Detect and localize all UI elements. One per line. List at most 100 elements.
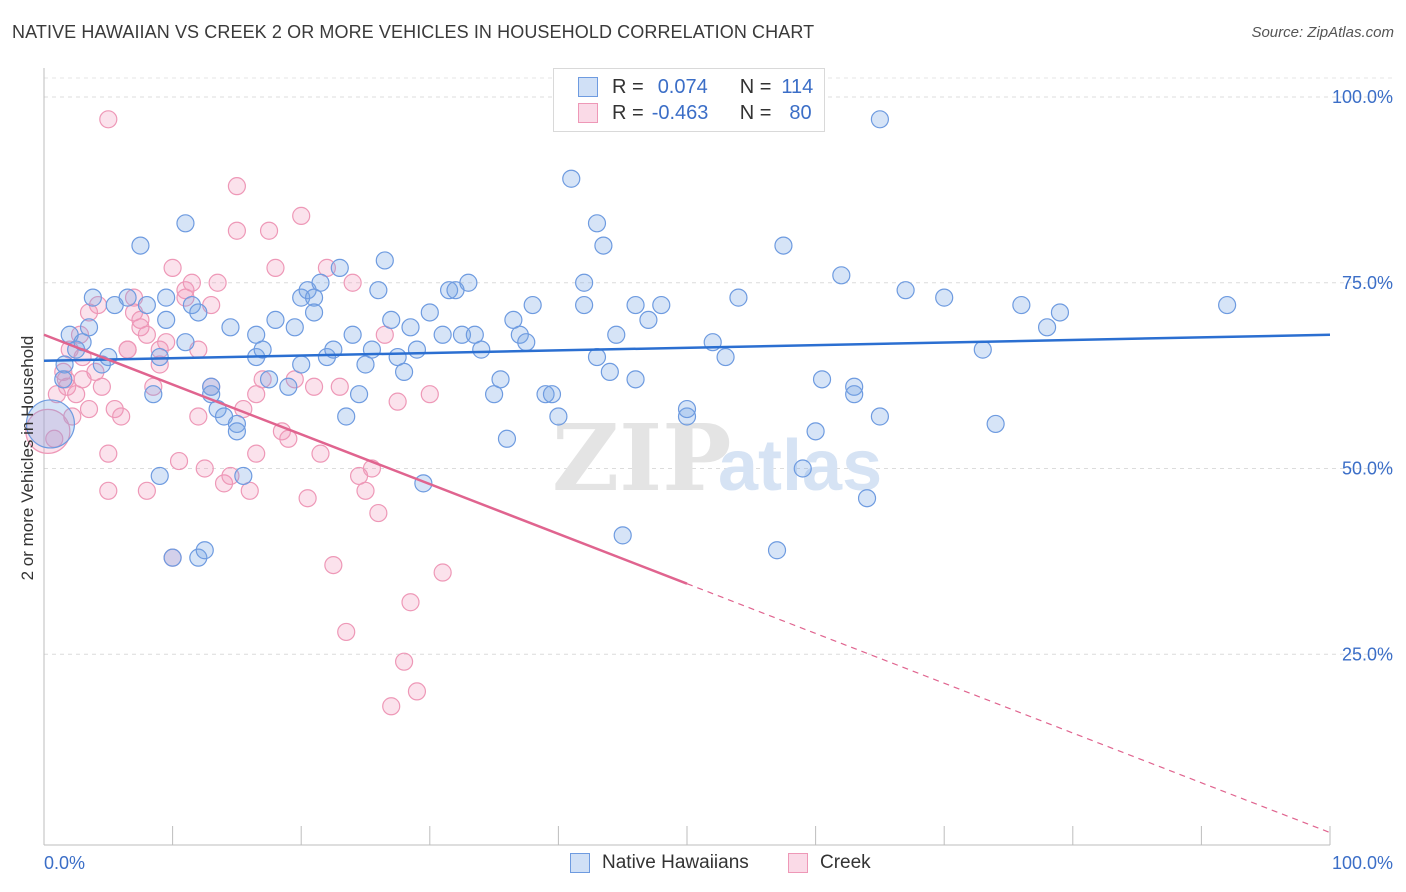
- native-hawaiian-point: [812, 370, 832, 389]
- creek-point: [131, 318, 150, 337]
- native-hawaiian-point: [131, 236, 150, 255]
- native-hawaiian-point: [150, 347, 169, 367]
- creek-point: [189, 407, 208, 426]
- native-hawaiian-point: [176, 214, 195, 233]
- native-hawaiian-point: [607, 325, 626, 344]
- legend-swatch-pink: [578, 103, 598, 123]
- creek-point: [356, 481, 375, 500]
- native-hawaiian-point: [626, 370, 645, 389]
- series-label: Creek: [820, 852, 871, 873]
- creek-point: [118, 340, 137, 359]
- native-hawaiian-point: [234, 466, 253, 486]
- creek-point: [420, 385, 439, 404]
- native-hawaiian-point: [407, 340, 427, 359]
- creek-point: [292, 206, 311, 225]
- native-hawaiian-point: [845, 377, 864, 396]
- series-label: Native Hawaiians: [602, 852, 749, 873]
- native-hawaiian-point: [304, 303, 324, 322]
- creek-trendline-extension: [686, 583, 1331, 834]
- native-hawaiian-point: [362, 340, 382, 359]
- creek-point: [337, 622, 356, 642]
- native-hawaiian-point: [870, 110, 890, 129]
- native-hawaiian-point: [729, 288, 748, 307]
- native-hawaiian-point: [639, 310, 658, 329]
- creek-point: [208, 273, 227, 292]
- native-hawaiian-point: [857, 489, 877, 508]
- native-hawaiian-point: [1218, 295, 1237, 315]
- native-hawaiian-point: [157, 310, 176, 329]
- native-hawaiians-trendline: [43, 333, 1331, 363]
- legend-swatch-blue: [578, 77, 598, 97]
- native-hawaiian-point: [575, 295, 594, 315]
- native-hawaiian-point: [452, 325, 472, 344]
- creek-point: [99, 481, 118, 500]
- y-tick-label: 50.0%: [1342, 459, 1393, 479]
- series-legend: Native Hawaiians Creek: [0, 852, 1406, 876]
- correlation-legend: R = 0.074 N = 114 R = -0.463 N = 80: [553, 68, 825, 132]
- native-hawaiian-point: [594, 236, 613, 255]
- watermark-zip: ZIP: [552, 404, 731, 512]
- native-hawaiian-point: [330, 258, 349, 277]
- native-hawaiian-point: [677, 399, 697, 419]
- native-hawaiian-point: [497, 429, 517, 448]
- native-hawaiian-point: [677, 407, 697, 426]
- native-hawaiian-point: [774, 236, 793, 255]
- creek-point: [99, 110, 118, 129]
- native-hawaiian-point: [137, 295, 156, 315]
- native-hawaiian-point: [83, 288, 102, 307]
- creek-point: [79, 303, 99, 322]
- legend-n-value: 114: [781, 75, 814, 98]
- native-hawaiian-point: [292, 355, 311, 374]
- native-hawaiian-point: [176, 333, 195, 352]
- legend-n-label: N =: [739, 101, 772, 124]
- native-hawaiian-point: [549, 407, 568, 426]
- legend-row-creek: R = -0.463 N = 80: [578, 101, 812, 125]
- native-hawaiian-point: [523, 295, 542, 315]
- native-hawaiian-point: [221, 318, 240, 337]
- native-hawaiian-point: [472, 340, 491, 359]
- native-hawaiian-point: [343, 325, 362, 344]
- creek-point: [105, 399, 124, 419]
- source-label: Source: ZipAtlas.com: [1251, 24, 1394, 41]
- creek-point: [79, 399, 99, 419]
- series-legend-creek: Creek: [788, 852, 871, 874]
- native-hawaiian-point: [118, 288, 137, 307]
- native-hawaiian-point: [806, 422, 825, 441]
- native-hawaiian-point: [536, 385, 555, 404]
- creek-point: [137, 481, 156, 500]
- legend-r-label: R =: [612, 101, 644, 124]
- native-hawaiian-point: [227, 414, 246, 434]
- native-hawaiian-point: [163, 548, 182, 567]
- legend-row-native-hawaiians: R = 0.074 N = 114: [578, 75, 813, 99]
- native-hawaiian-point: [510, 325, 529, 344]
- native-hawaiian-point: [157, 288, 176, 307]
- x-tick-label: 0.0%: [44, 853, 85, 873]
- series-swatch-blue: [570, 853, 590, 873]
- native-hawaiian-point: [420, 303, 439, 322]
- creek-point: [247, 444, 266, 463]
- creek-point: [99, 444, 118, 463]
- creek-point: [407, 682, 427, 701]
- series-legend-native-hawaiians: Native Hawaiians: [570, 852, 749, 874]
- native-hawaiian-point: [144, 385, 163, 404]
- native-hawaiian-point: [896, 281, 915, 300]
- creek-point: [182, 273, 201, 292]
- native-hawaiian-point: [317, 347, 337, 367]
- creek-point: [369, 503, 388, 523]
- creek-point: [330, 377, 349, 396]
- creek-point: [195, 459, 214, 478]
- native-hawaiian-point: [767, 541, 787, 560]
- creek-point: [433, 563, 452, 582]
- creek-point: [298, 489, 317, 508]
- chart-title: NATIVE HAWAIIAN VS CREEK 2 OR MORE VEHIC…: [12, 22, 815, 42]
- native-hawaiian-point: [1037, 318, 1057, 337]
- native-hawaiian-point: [587, 214, 607, 233]
- native-hawaiian-point: [189, 548, 208, 567]
- native-hawaiian-point: [626, 295, 645, 315]
- x-tick-label: 100.0%: [1332, 853, 1393, 873]
- legend-r-value: -0.463: [651, 101, 709, 124]
- native-hawaiian-point: [542, 385, 562, 404]
- native-hawaiian-point: [433, 325, 452, 344]
- creek-trendline: [43, 333, 688, 585]
